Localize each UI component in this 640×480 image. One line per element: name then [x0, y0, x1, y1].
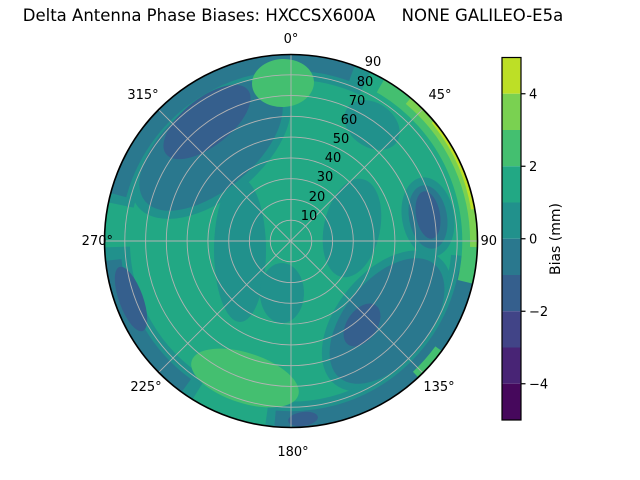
colorbar-segment	[502, 93, 521, 130]
colorbar-segment	[502, 383, 521, 420]
theta-label-0: 0°	[284, 32, 299, 47]
theta-label-90: 90	[480, 234, 497, 249]
contour-blob	[344, 100, 400, 150]
contour-rim-band	[109, 54, 355, 198]
chart-title: Delta Antenna Phase Biases: HXCCSX600A N…	[22, 6, 564, 25]
r-label-80: 80	[357, 75, 374, 90]
colorbar-segment	[502, 57, 521, 94]
colorbar-segment	[502, 166, 521, 203]
colorbar-ticks	[521, 93, 526, 385]
colorbar-tick-label: −4	[529, 377, 548, 392]
theta-label-180: 180°	[277, 445, 308, 460]
theta-tick-labels: 0° 45° 90 135° 180° 225° 270° 315°	[82, 32, 497, 460]
colorbar-segment	[502, 347, 521, 384]
contour-blob	[343, 303, 381, 347]
r-label-30: 30	[317, 170, 334, 185]
colorbar-segment	[502, 130, 521, 167]
colorbar-segment	[502, 275, 521, 312]
colorbar-tick-label: 4	[529, 87, 537, 102]
colorbar-segments	[502, 57, 521, 420]
r-label-90: 90	[365, 55, 382, 70]
r-label-60: 60	[341, 113, 358, 128]
r-label-10: 10	[301, 209, 318, 224]
contour-blob	[252, 58, 314, 108]
r-label-70: 70	[349, 94, 366, 109]
contour-blob	[191, 348, 299, 408]
radial-tick-labels: 10 20 30 40 50 60 70 80 90	[301, 55, 382, 224]
colorbar-tick-labels: 4 2 0 −2 −4	[529, 87, 548, 392]
colorbar-segment	[502, 238, 521, 275]
colorbar-segment	[502, 202, 521, 239]
grid-spoke	[157, 108, 424, 374]
theta-label-225: 225°	[130, 380, 161, 395]
colorbar: 4 2 0 −2 −4 Bias (mm)	[501, 56, 564, 421]
contour-blob	[114, 266, 148, 332]
contour-blob	[415, 191, 441, 239]
colorbar-tick-label: 0	[529, 232, 537, 247]
theta-label-270: 270°	[82, 234, 113, 249]
contour-blob	[288, 411, 318, 427]
contour-blob	[214, 178, 266, 322]
theta-label-135: 135°	[423, 380, 454, 395]
theta-label-45: 45°	[428, 88, 451, 103]
theta-label-315: 315°	[127, 88, 158, 103]
colorbar-segment	[502, 311, 521, 348]
colorbar-axis-label: Bias (mm)	[548, 203, 564, 275]
contour-blob	[260, 263, 304, 323]
r-label-20: 20	[309, 190, 326, 205]
polar-outline	[103, 53, 479, 429]
polar-grid	[104, 54, 478, 428]
r-label-40: 40	[325, 151, 342, 166]
colorbar-tick-label: −2	[529, 305, 548, 320]
contour-rim-band	[412, 346, 443, 379]
colorbar-tick-label: 2	[529, 160, 537, 175]
r-label-50: 50	[333, 132, 350, 147]
